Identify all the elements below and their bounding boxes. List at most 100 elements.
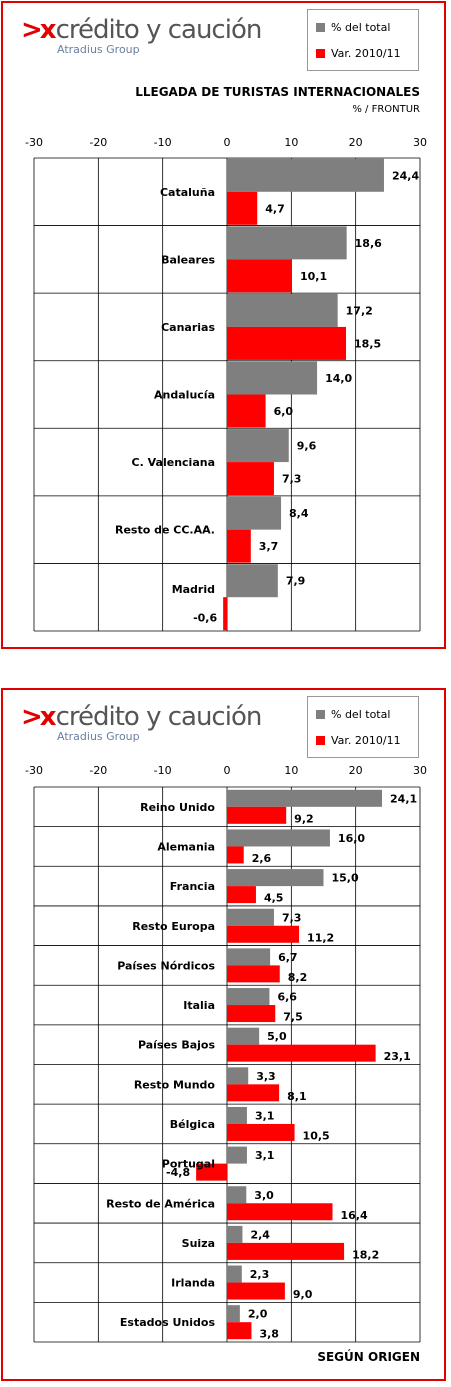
x-tick-label: 20 <box>349 764 363 777</box>
logo-text: crédito y caución <box>55 15 263 45</box>
bar-total <box>227 496 282 530</box>
data-label-variation: 8,2 <box>288 971 308 984</box>
legend-swatch-red <box>316 736 325 745</box>
brand-logo: >xcrédito y caución Atradius Group <box>21 702 262 743</box>
data-label-total: 2,0 <box>248 1308 268 1321</box>
data-label-total: 7,9 <box>286 575 306 588</box>
bar-variation <box>227 965 280 983</box>
legend-item-series2: Var. 2010/11 <box>316 47 401 60</box>
bar-total <box>227 1225 243 1243</box>
category-label: Reino Unido <box>140 801 215 814</box>
bar-variation <box>227 1242 345 1260</box>
category-label: Resto Europa <box>132 920 215 933</box>
data-label-total: 7,3 <box>282 911 302 924</box>
category-label: Baleares <box>161 253 215 266</box>
bar-variation <box>227 1084 280 1102</box>
data-label-total: 15,0 <box>332 872 359 885</box>
bar-chart-regions: -30 -20 -10 0 10 20 30 24,4 4,7 Cataluña 18,6 10,1 B… <box>25 136 427 632</box>
bar-variation <box>227 925 300 943</box>
data-label-total: 2,4 <box>250 1228 270 1241</box>
x-tick-label: -10 <box>154 764 172 777</box>
bar-variation <box>227 394 266 428</box>
data-label-variation: 10,5 <box>303 1129 330 1142</box>
data-label-variation: 9,2 <box>294 812 314 825</box>
bar-total <box>227 988 270 1006</box>
category-label: Canarias <box>161 321 215 334</box>
bar-total <box>227 1106 247 1124</box>
category-label: Suiza <box>182 1237 215 1250</box>
bar-variation <box>227 1005 276 1023</box>
data-label-total: 3,0 <box>254 1189 274 1202</box>
legend-item-series1: % del total <box>316 708 390 721</box>
bar-total <box>227 429 289 463</box>
logo-mark-icon: >x <box>21 702 57 732</box>
logo-subtitle: Atradius Group <box>57 730 140 743</box>
legend-item-series1: % del total <box>316 21 390 34</box>
x-tick-label: -30 <box>25 764 43 777</box>
category-label: Resto Mundo <box>134 1078 216 1091</box>
bar-total <box>227 158 384 192</box>
category-label: Italia <box>183 999 215 1012</box>
data-label-total: 3,1 <box>255 1149 275 1162</box>
bar-total <box>227 226 347 260</box>
bar-variation <box>227 1123 295 1141</box>
category-label: Cataluña <box>160 186 215 199</box>
bar-variation <box>227 1203 333 1221</box>
chart-panel-regions: >xcrédito y caución Atradius Group % del… <box>1 1 446 649</box>
x-tick-label: 30 <box>413 136 427 149</box>
bar-variation <box>227 462 274 496</box>
bar-total <box>227 564 278 598</box>
data-label-variation: 9,0 <box>293 1288 313 1301</box>
data-label-variation: 4,5 <box>264 892 284 905</box>
category-label: Países Bajos <box>138 1039 215 1052</box>
category-label: Portugal <box>162 1158 215 1171</box>
bar-variation <box>227 259 292 293</box>
x-tick-label: 10 <box>284 764 298 777</box>
data-label-total: 3,3 <box>256 1070 276 1083</box>
bar-variation <box>227 326 347 360</box>
category-label: Francia <box>170 880 215 893</box>
bar-variation <box>227 1044 376 1062</box>
category-label: Resto de América <box>106 1197 215 1210</box>
data-label-variation: 3,7 <box>259 540 279 553</box>
brand-logo: >xcrédito y caución Atradius Group <box>21 15 263 56</box>
legend-swatch-gray <box>316 23 325 32</box>
legend-item-series2: Var. 2010/11 <box>316 734 401 747</box>
data-label-variation: 6,0 <box>274 405 294 418</box>
data-label-variation: 7,3 <box>282 473 302 486</box>
data-label-variation: 18,5 <box>354 337 381 350</box>
data-label-total: 16,0 <box>338 832 365 845</box>
bar-total <box>227 1186 247 1204</box>
bar-total <box>227 908 274 926</box>
bar-total <box>227 361 318 395</box>
data-label-variation: -0,6 <box>193 612 217 625</box>
data-label-total: 17,2 <box>346 304 373 317</box>
data-label-total: 9,6 <box>297 440 317 453</box>
bar-total <box>227 293 338 327</box>
bar-variation <box>227 191 258 225</box>
data-label-variation: 10,1 <box>300 270 327 283</box>
bar-total <box>227 1027 260 1045</box>
data-label-total: 6,6 <box>277 991 297 1004</box>
bar-variation <box>196 1163 227 1181</box>
data-label-variation: 18,2 <box>352 1248 379 1261</box>
legend-swatch-gray <box>316 710 325 719</box>
bar-variation <box>227 1282 285 1300</box>
chart-title: SEGÚN ORIGEN <box>317 1350 420 1364</box>
category-label: Países Nórdicos <box>117 959 215 972</box>
bar-variation <box>227 806 287 824</box>
category-label: Estados Unidos <box>120 1316 216 1329</box>
data-label-total: 5,0 <box>267 1030 287 1043</box>
data-label-total: 6,7 <box>278 951 298 964</box>
bar-total <box>227 1305 240 1323</box>
data-label-total: 2,3 <box>250 1268 270 1281</box>
category-label: C. Valenciana <box>132 456 215 469</box>
data-label-variation: 16,4 <box>341 1209 368 1222</box>
category-label: Irlanda <box>171 1277 215 1290</box>
x-tick-label: -20 <box>89 764 107 777</box>
data-label-total: 24,4 <box>392 169 419 182</box>
bar-variation <box>227 846 244 864</box>
bar-total <box>227 789 383 807</box>
data-label-total: 14,0 <box>325 372 352 385</box>
bar-total <box>227 1265 242 1283</box>
